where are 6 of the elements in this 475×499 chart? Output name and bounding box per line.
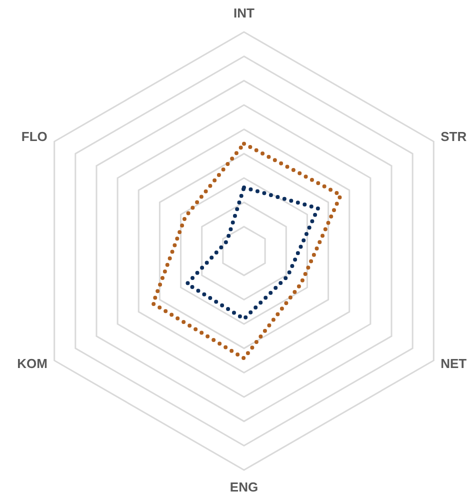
spoke-label: KOM bbox=[17, 356, 48, 371]
spoke-label: STR bbox=[440, 128, 468, 144]
spoke-label: FLO bbox=[21, 128, 48, 144]
spoke-label: INT bbox=[234, 5, 255, 20]
spoke-label: NET bbox=[440, 356, 467, 371]
spoke-label: ENG bbox=[230, 479, 258, 494]
